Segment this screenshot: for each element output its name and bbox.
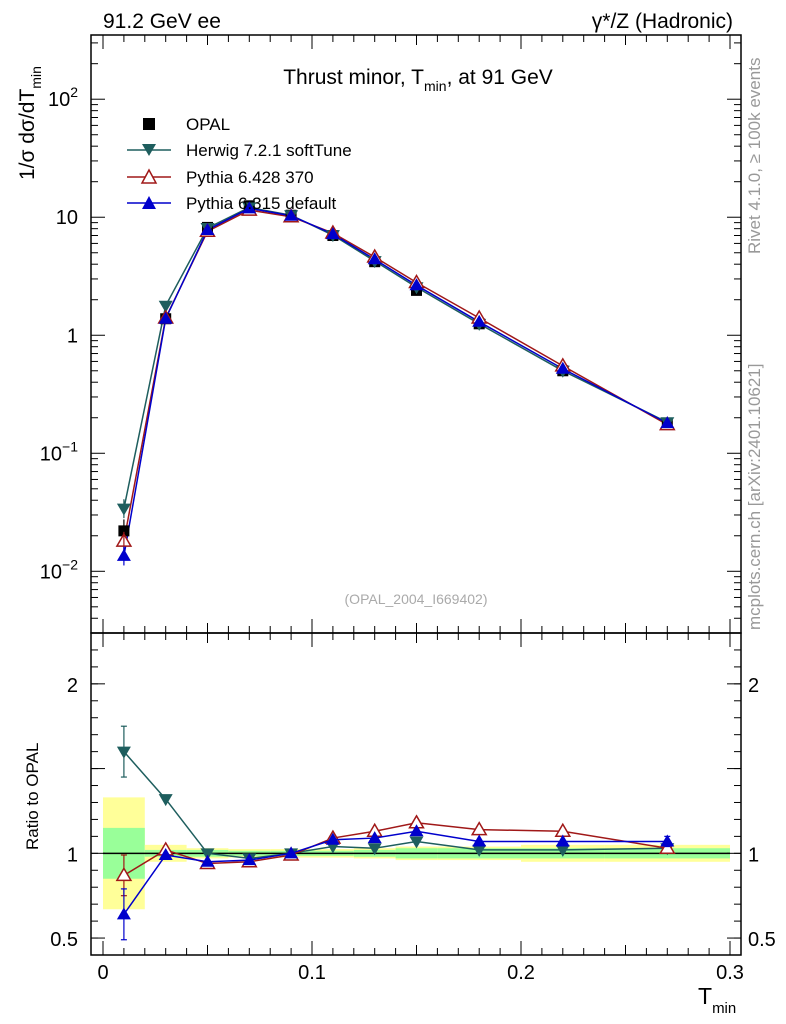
y-tick-label: 1 xyxy=(67,325,78,347)
main-series-layer xyxy=(115,200,676,566)
ratio-line-0 xyxy=(123,751,668,860)
x-axis-label: Tmin xyxy=(698,983,736,1017)
title-main: Thrust minor, T xyxy=(283,66,424,89)
ratio-line-2 xyxy=(123,830,668,915)
series-line-0 xyxy=(123,206,668,509)
y-tick-label: 10 xyxy=(56,207,78,229)
ylabel-main: 1/σ dσ/dT xyxy=(16,89,39,180)
series-point xyxy=(158,300,173,313)
legend-label-pythia315: Pythia 6.315 default xyxy=(186,194,337,213)
series-point xyxy=(658,839,676,854)
series-point xyxy=(367,252,382,265)
series-point xyxy=(242,201,257,214)
series-point xyxy=(409,278,424,291)
header-right: γ*/Z (Hadronic) xyxy=(592,10,733,33)
legend-marker-opal xyxy=(143,118,155,130)
x-tick-label: 0.3 xyxy=(716,962,744,984)
series-point xyxy=(409,836,424,849)
series-point xyxy=(660,834,675,847)
series-point xyxy=(472,314,487,327)
ratio-tick-label-right: 0.5 xyxy=(748,929,776,951)
series-point xyxy=(158,311,173,324)
legend: OPAL Herwig 7.2.1 softTune Pythia 6.428 … xyxy=(127,115,352,213)
series-point xyxy=(116,907,131,920)
legend-marker-herwig xyxy=(142,144,156,156)
series-point xyxy=(555,844,570,857)
series-point xyxy=(242,853,257,866)
title-sub: min xyxy=(424,78,447,94)
xlabel-main: T xyxy=(698,983,712,1009)
header-left: 91.2 GeV ee xyxy=(103,10,221,33)
series-point xyxy=(555,834,570,847)
rivet-label: Rivet 4.1.0, ≥ 100k events xyxy=(745,58,764,254)
series-point xyxy=(200,854,215,867)
y-tick-label: 10−1 xyxy=(40,438,78,465)
ylabel-sub: min xyxy=(28,66,44,89)
series-line-1 xyxy=(123,209,668,542)
series-point xyxy=(115,866,133,882)
legend-label-pythia370: Pythia 6.428 370 xyxy=(186,168,314,187)
x-tick-label: 0 xyxy=(97,962,108,984)
series-point xyxy=(200,848,215,861)
y-tick-label: 10−2 xyxy=(40,556,78,583)
title-tail: , at 91 GeV xyxy=(447,66,553,89)
series-point xyxy=(367,831,382,844)
series-point xyxy=(472,844,487,857)
y-tick-label: 102 xyxy=(48,84,78,111)
x-tick-label: 0.2 xyxy=(507,962,535,984)
series-point xyxy=(409,824,424,837)
ratio-series-layer xyxy=(115,725,676,941)
ratio-tick-label-left: 1 xyxy=(67,844,78,866)
legend-marker-pythia315 xyxy=(142,196,156,209)
series-point xyxy=(284,846,299,859)
series-point xyxy=(158,794,173,807)
series-point xyxy=(555,361,570,374)
xlabel-sub: min xyxy=(712,1000,736,1017)
axis-ticks: 0 0.1 0.2 0.3 10−2 10−1 1 10 102 0.5 0.5 1 1 2 2 xyxy=(40,35,776,984)
y-axis-label: 1/σ dσ/dTmin xyxy=(16,66,44,180)
series-point xyxy=(472,834,487,847)
analysis-watermark: (OPAL_2004_I669402) xyxy=(345,591,488,607)
ratio-y-axis-label: Ratio to OPAL xyxy=(23,743,42,850)
ratio-tick-label-right: 1 xyxy=(748,844,759,866)
series-point xyxy=(116,746,131,759)
series-point xyxy=(200,222,215,235)
mcplots-label: mcplots.cern.ch [arXiv:2401.10621] xyxy=(745,364,764,630)
legend-label-opal: OPAL xyxy=(186,115,230,134)
series-point xyxy=(367,843,382,856)
plot-title: Thrust minor, Tmin, at 91 GeV xyxy=(283,66,553,94)
series-point xyxy=(325,832,340,845)
x-tick-label: 0.1 xyxy=(298,962,326,984)
ratio-frame xyxy=(90,632,742,956)
series-point xyxy=(284,208,299,221)
series-point xyxy=(660,416,675,429)
ratio-tick-label-right: 2 xyxy=(748,675,759,697)
legend-label-herwig: Herwig 7.2.1 softTune xyxy=(186,141,352,160)
series-point xyxy=(325,227,340,240)
data-point xyxy=(118,525,130,537)
ratio-tick-label-left: 2 xyxy=(67,675,78,697)
series-point xyxy=(158,848,173,861)
ratio-tick-label-left: 0.5 xyxy=(50,929,78,951)
legend-marker-pythia370 xyxy=(140,168,158,184)
